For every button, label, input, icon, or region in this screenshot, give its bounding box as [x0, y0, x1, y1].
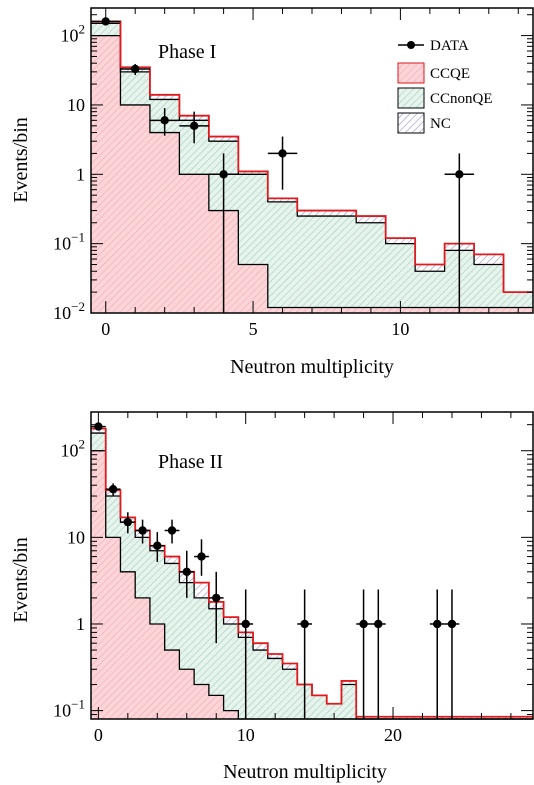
phase2-data-point — [105, 483, 121, 497]
phase2-total-line — [91, 427, 533, 718]
phase1-data-marker — [101, 17, 110, 26]
phase2-data-marker — [241, 619, 250, 629]
phase2-data-point — [149, 532, 165, 562]
phase2-data-marker — [108, 484, 118, 494]
phase1-total-line — [91, 20, 533, 294]
legend-entry-ccqe: CCQE — [397, 62, 470, 84]
phase1-data-point — [149, 108, 180, 136]
phase2-xlabel: Neutron multiplicity — [223, 761, 387, 783]
phase1-ccqe-area — [91, 35, 533, 313]
phase2-data-marker — [359, 619, 368, 629]
legend-entry-nc: NC — [397, 112, 451, 134]
phase2-data-point — [238, 589, 254, 719]
phase2-data-marker — [197, 552, 206, 561]
legend-label-ccqe: CCQE — [430, 66, 470, 82]
phase2-x-tick-label: 0 — [94, 725, 103, 745]
phase1-data-point — [120, 63, 150, 76]
legend-entry-data: DATA — [398, 38, 469, 54]
phase1-x-tick-label: 0 — [101, 319, 110, 339]
phase1-y-tick-label: 10−2 — [53, 299, 85, 323]
phase1-legend: DATA CCQE CCnonQE NC — [397, 38, 493, 134]
phase2-data-point — [120, 512, 136, 534]
phase1-phase-label: Phase I — [158, 41, 216, 63]
phase2-data-marker — [153, 541, 162, 550]
phase1-data-point — [91, 17, 121, 26]
legend-swatch-ccnonqe — [397, 87, 425, 109]
phase2-data-point — [297, 589, 312, 719]
phase2-data-marker — [138, 526, 147, 535]
phase2-data-marker — [300, 619, 309, 629]
phase1-x-tick-label: 5 — [249, 319, 258, 339]
phase2-data-point — [194, 539, 209, 576]
phase1-y-tick-label: 1 — [76, 164, 85, 184]
phase2-data-point — [370, 589, 386, 719]
phase1-x-tick-label: 10 — [391, 319, 409, 339]
phase1-data-points — [91, 17, 475, 313]
phase2-data-point — [179, 550, 195, 598]
phase2-data-point — [429, 589, 445, 719]
phase2-y-tick-label: 10−1 — [53, 697, 85, 721]
panel-phase-2: 0 10 20 10−1 1 10 102 Phase II Neutron multipl… — [10, 411, 534, 783]
phase2-data-point — [208, 571, 224, 644]
phase1-data-point — [444, 153, 475, 313]
phase1-data-marker — [219, 170, 228, 179]
legend-swatch-nc — [397, 112, 425, 134]
phase2-data-point — [135, 519, 150, 544]
phase2-data-marker — [433, 619, 442, 629]
phase1-data-point — [267, 136, 298, 190]
phase2-data-marker — [447, 619, 457, 629]
phase2-ccnonqe-area — [91, 433, 533, 719]
phase1-ticks: 0 5 10 10−2 10−1 1 10 102 — [53, 8, 533, 339]
phase1-xlabel: Neutron multiplicity — [230, 356, 394, 378]
legend-label-data: DATA — [430, 38, 469, 54]
legend-label-ccnonqe: CCnonQE — [430, 91, 493, 107]
phase2-ticks: 0 10 20 10−1 1 10 102 — [53, 412, 533, 745]
phase2-data-point — [91, 422, 106, 431]
phase1-data-marker — [455, 170, 464, 179]
phase1-data-point — [179, 111, 209, 144]
phase2-data-marker — [374, 619, 383, 629]
phase2-data-marker — [182, 567, 191, 577]
phase2-data-point — [164, 519, 180, 544]
legend-data-marker — [407, 41, 415, 49]
phase2-x-tick-label: 20 — [384, 725, 402, 745]
phase1-y-tick-label: 10 — [67, 95, 85, 115]
phase2-y-tick-label: 1 — [76, 614, 85, 634]
phase1-y-tick-label: 102 — [61, 22, 86, 46]
phase2-data-points — [91, 422, 460, 719]
phase1-data-point — [208, 153, 239, 313]
panel-phase-1: 0 5 10 10−2 10−1 1 10 102 Phase I DATA CCQE CCn… — [10, 7, 534, 378]
phase1-y-tick-label: 10−1 — [53, 230, 85, 254]
phase2-data-point — [356, 589, 371, 719]
phase2-y-tick-label: 102 — [61, 437, 86, 461]
legend-label-nc: NC — [430, 116, 451, 132]
legend-entry-ccnonqe: CCnonQE — [397, 87, 493, 109]
phase2-data-point — [444, 589, 460, 719]
phase2-data-marker — [123, 517, 133, 527]
phase2-ccqe-area — [91, 450, 533, 719]
phase1-ylabel: Events/bin — [10, 117, 32, 203]
phase2-data-marker — [212, 593, 221, 603]
phase2-data-marker — [94, 422, 103, 431]
phase2-x-tick-label: 10 — [237, 725, 255, 745]
phase1-data-marker — [160, 116, 169, 125]
legend-swatch-ccqe — [397, 62, 425, 84]
phase1-data-marker — [278, 149, 287, 158]
phase1-data-marker — [131, 64, 140, 74]
phase1-data-marker — [189, 121, 199, 131]
phase2-y-tick-label: 10 — [67, 527, 85, 547]
phase2-plot-frame — [90, 411, 534, 720]
phase2-ylabel: Events/bin — [10, 537, 32, 623]
phase1-ccnonqe-line — [91, 22, 533, 293]
phase2-phase-label: Phase II — [158, 451, 223, 473]
phase2-data-marker — [167, 526, 177, 535]
